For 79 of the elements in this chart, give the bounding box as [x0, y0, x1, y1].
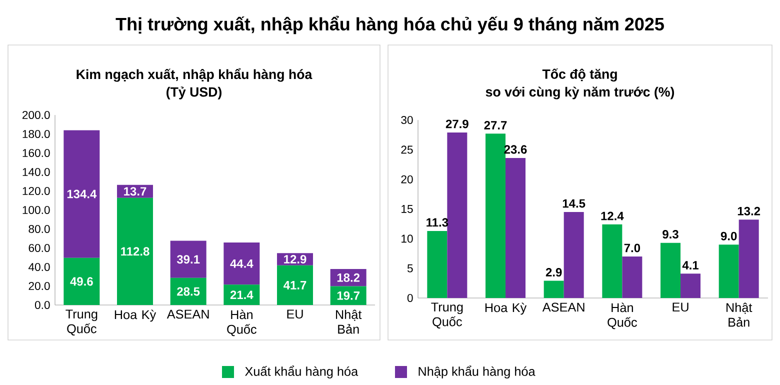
y-tick-label: 100.0: [22, 206, 50, 214]
bar: [64, 258, 100, 305]
bar: [680, 274, 701, 298]
y-tick-label: 20.0: [28, 282, 50, 290]
x-tick-label: ASEAN: [542, 302, 584, 312]
y-tick-label: 60.0: [28, 244, 50, 252]
data-label: 19.7: [337, 291, 360, 300]
bar: [447, 132, 468, 298]
data-label: 2.9: [546, 268, 562, 277]
data-label: 12.9: [284, 255, 306, 264]
y-tick-label: 180.0: [22, 130, 50, 138]
data-label: 4.1: [682, 261, 699, 270]
x-tick-label: ASEAN: [166, 310, 209, 319]
data-label: 21.4: [230, 290, 254, 300]
bar: [602, 224, 622, 298]
y-tick-label: 80.0: [28, 224, 50, 234]
data-label: 13.7: [124, 187, 146, 196]
data-label: 41.7: [284, 281, 306, 290]
bar: [506, 158, 526, 298]
y-tick-label: 40.0: [28, 262, 50, 272]
data-label: 9.0: [720, 232, 737, 240]
data-label: 134.4: [67, 190, 97, 198]
legend-label: Xuất khẩu hàng hóa: [245, 366, 358, 378]
data-label: 112.8: [121, 247, 150, 256]
x-tick-label: Hoa Kỳ: [485, 302, 527, 315]
chart-title: Tốc độ tăng: [542, 68, 617, 82]
x-tick-label: Nhật Bản: [726, 302, 752, 327]
x-tick-label: Nhật Bản: [336, 310, 362, 334]
data-label: 18.2: [337, 273, 360, 282]
bar: [64, 130, 100, 258]
y-tick-label: 160.0: [22, 148, 50, 158]
y-tick-label: 5: [407, 264, 413, 272]
x-tick-label: Trung Quốc: [66, 310, 98, 336]
bar: [486, 134, 506, 298]
x-tick-label: EU: [672, 302, 688, 312]
data-label: 9.3: [662, 230, 678, 239]
x-tick-label: Hàn Quốc: [608, 302, 637, 330]
y-tick-label: 120.0: [22, 186, 50, 196]
y-tick-label: 140.0: [22, 168, 50, 176]
data-label: 14.5: [562, 199, 586, 208]
y-tick-label: 10: [402, 234, 413, 243]
data-label: 13.2: [738, 206, 760, 216]
data-label: 27.7: [484, 120, 507, 130]
data-label: 49.6: [70, 277, 93, 286]
bar: [738, 220, 759, 298]
y-tick-label: 30: [401, 116, 413, 124]
y-tick-label: 0.0: [34, 300, 50, 310]
x-tick-label: Hoa Kỳ: [114, 310, 156, 322]
data-label: 27.9: [446, 120, 468, 128]
chart-subtitle: Kim ngạch xuất, nhập khẩu hàng hóa: [76, 68, 312, 82]
bar: [224, 242, 260, 285]
y-tick-label: 200.0: [22, 110, 50, 120]
bar: [117, 198, 153, 305]
y-axis-title: (Tỷ USD): [166, 86, 222, 100]
bar: [544, 280, 564, 298]
bar: [622, 256, 642, 298]
data-label: 28.5: [177, 287, 200, 296]
bar: [564, 212, 584, 298]
chart-subtitle: so với cùng kỳ năm trước (%): [486, 86, 674, 100]
data-label: 12.4: [601, 212, 624, 220]
x-tick-label: EU: [287, 310, 303, 319]
x-tick-label: Hàn Quốc: [227, 310, 256, 336]
bar: [224, 284, 260, 305]
y-tick-label: 20: [401, 175, 413, 184]
bar: [427, 230, 448, 298]
bar: [170, 278, 206, 305]
x-tick-label: Trung Quốc: [431, 302, 463, 328]
bar: [718, 244, 739, 298]
y-tick-label: 15: [402, 205, 413, 213]
y-tick-label: 0: [407, 294, 413, 302]
chart-title: Thị trường xuất, nhập khẩu hàng hóa chủ yếu 9 tháng năm 2025: [116, 16, 664, 34]
data-label: 39.1: [176, 255, 200, 264]
bar: [660, 242, 681, 298]
y-tick-label: 25: [401, 146, 413, 154]
data-label: 7.0: [624, 244, 640, 252]
legend-label: Nhập khẩu hàng hóa: [418, 366, 536, 378]
data-label: 44.4: [230, 259, 254, 268]
bar: [277, 265, 313, 305]
bar: [170, 240, 206, 278]
